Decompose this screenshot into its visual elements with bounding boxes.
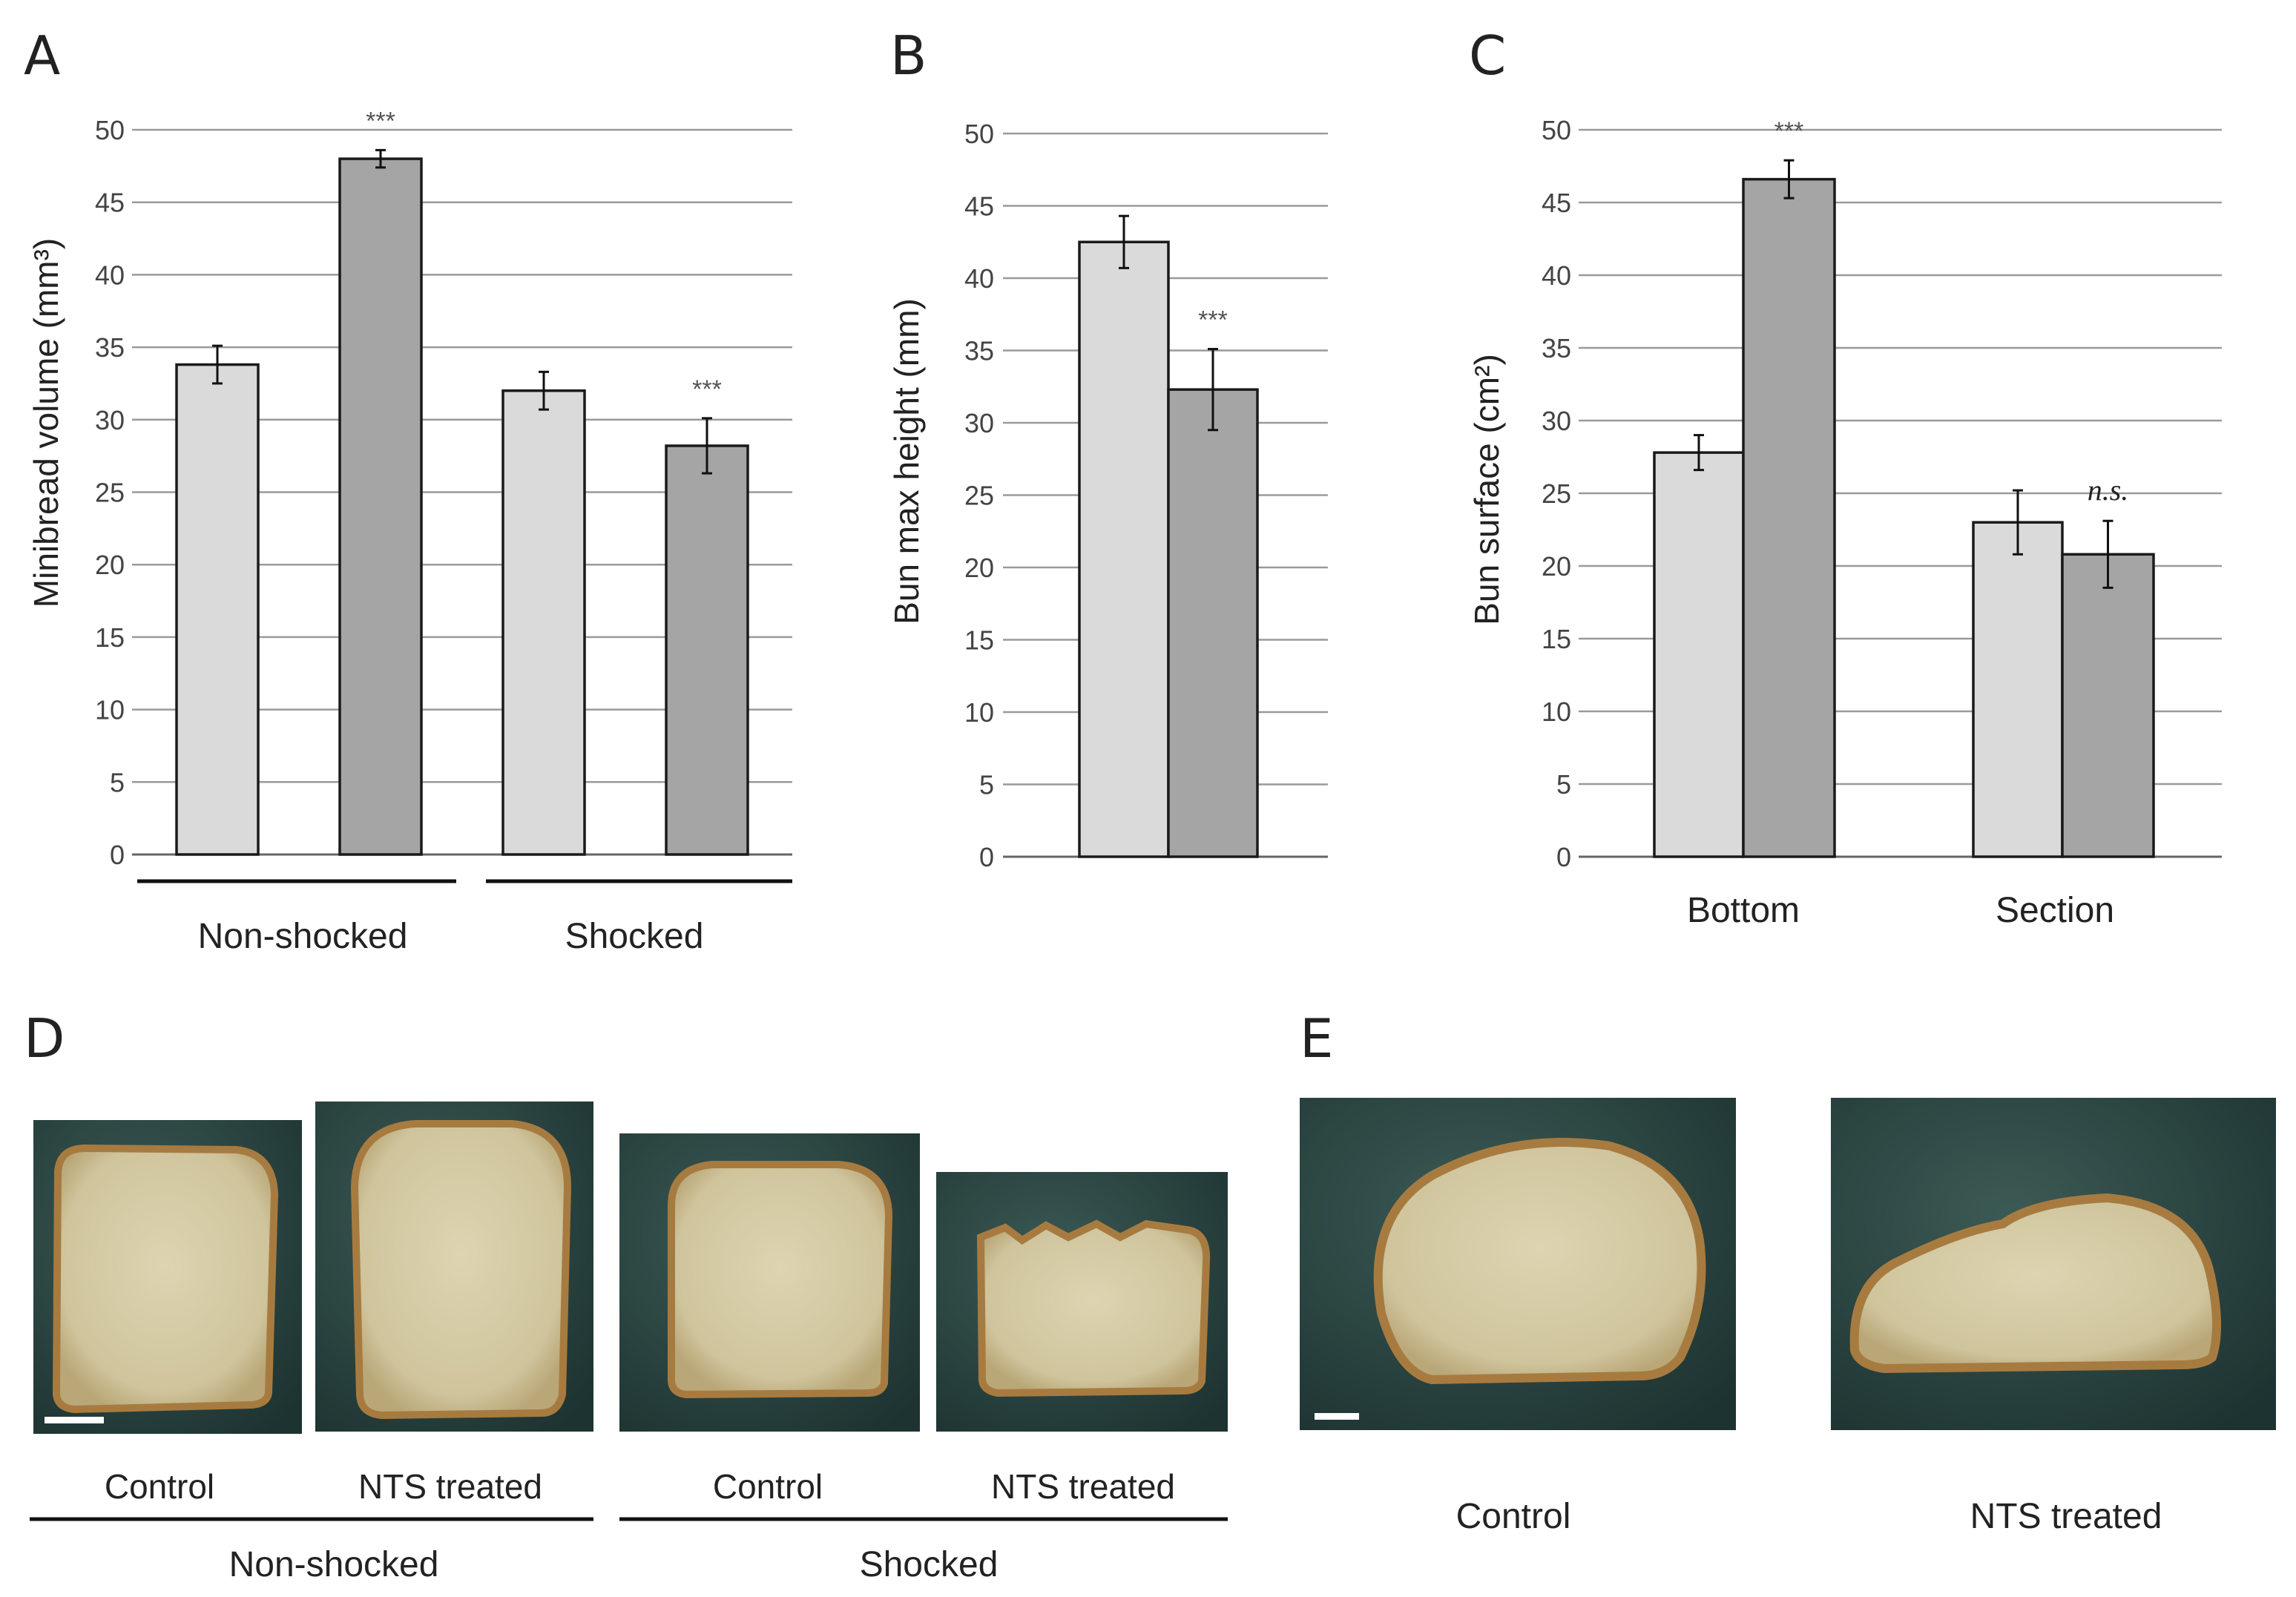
y-tick-label: 5 [1556,769,1571,800]
photo-d-shocked-control [619,1133,920,1432]
y-tick-label: 40 [1542,260,1571,291]
photo-e-nts [1831,1098,2276,1430]
y-tick-label: 15 [95,622,125,653]
panel-label-d: D [24,1007,65,1070]
y-tick-label: 25 [95,478,125,508]
y-tick-label: 50 [95,115,125,145]
y-tick-label: 15 [1542,624,1571,654]
caption-d-control-1: Control [105,1467,214,1506]
significance-label: *** [1198,306,1228,335]
significance-label: *** [1774,117,1804,145]
chart-a: 0 5 10 15 20 25 30 35 40 45 50 Minibread volume (mm… [27,107,792,870]
bar [175,363,260,856]
caption-d-nts-1: NTS treated [358,1467,542,1506]
bar [1972,521,2064,858]
y-tick-label: 40 [95,260,125,290]
y-axis-label: Bun surface (cm²) [1467,354,1506,625]
group-label-d-non-shocked: Non-shocked [229,1545,439,1584]
y-tick-label: 25 [964,481,994,511]
y-tick-label: 20 [964,553,994,583]
bar [1078,240,1170,858]
y-tick-label: 30 [95,405,125,435]
y-tick-label: 20 [1542,551,1571,582]
group-label-non-shocked: Non-shocked [198,917,408,956]
y-tick-label: 10 [1542,697,1571,727]
y-tick-label: 30 [964,408,994,438]
category-label-section: Section [1996,891,2114,930]
group-label-d-shocked: Shocked [860,1545,999,1584]
y-tick-label: 0 [1556,842,1571,872]
y-tick-label: 35 [964,336,994,366]
y-tick-label: 0 [110,840,125,870]
y-tick-label: 35 [1542,333,1571,363]
y-tick-label: 45 [1542,188,1571,218]
photo-d-nonshocked-control [33,1120,302,1434]
category-label-bottom: Bottom [1687,891,1800,930]
y-tick-label: 5 [110,767,125,797]
bar [338,157,423,856]
y-tick-label: 40 [964,263,994,294]
y-axis-label: Minibread volume (mm³) [27,238,65,607]
bar [501,389,586,856]
y-tick-label: 45 [964,191,994,222]
bar [665,444,749,856]
panel-label-c: C [1469,24,1506,87]
bar [2061,553,2155,858]
y-tick-label: 10 [95,695,125,725]
caption-e-control: Control [1456,1497,1571,1536]
significance-label: *** [692,375,722,404]
y-tick-label: 50 [1542,115,1571,145]
y-tick-label: 15 [964,625,994,656]
photo-d-nonshocked-nts [315,1102,593,1432]
bar [1653,451,1745,858]
caption-d-nts-2: NTS treated [991,1467,1175,1506]
photo-d-shocked-nts [936,1172,1228,1432]
panel-label-e: E [1300,1007,1334,1070]
photo-e-control [1300,1098,1736,1430]
caption-d-control-2: Control [713,1467,823,1506]
chart-b: 0 5 10 15 20 25 30 35 40 45 50 Bun max height (mm) *… [887,119,1328,872]
significance-label: n.s. [2088,473,2129,507]
y-axis-label: Bun max height (mm) [887,298,926,625]
y-tick-label: 45 [95,188,125,218]
significance-label: *** [366,107,395,135]
caption-e-nts: NTS treated [1970,1497,2162,1536]
y-tick-label: 35 [95,332,125,363]
panel-label-a: A [24,24,60,87]
y-tick-label: 25 [1542,478,1571,509]
group-label-shocked: Shocked [565,917,704,956]
panel-label-b: B [890,24,927,87]
y-tick-label: 50 [964,119,994,149]
y-tick-label: 5 [979,770,994,800]
y-tick-label: 0 [979,842,994,872]
chart-c: 0 5 10 15 20 25 30 35 40 45 50 Bun surface (cm²) ***… [1467,115,2222,872]
y-tick-label: 30 [1542,406,1571,436]
bar [1742,177,1836,858]
y-tick-label: 10 [964,697,994,728]
y-tick-label: 20 [95,550,125,580]
bar [1167,388,1259,858]
